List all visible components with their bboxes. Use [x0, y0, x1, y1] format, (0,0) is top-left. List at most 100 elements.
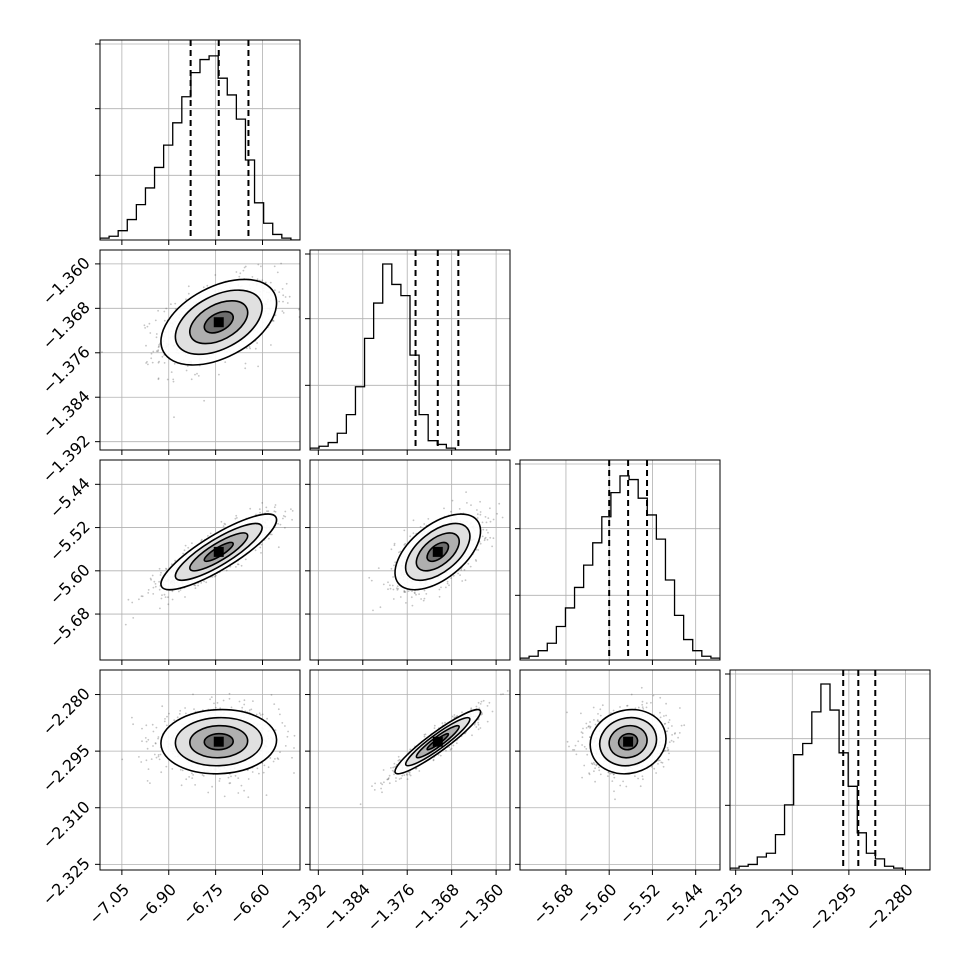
sample-point: [403, 591, 405, 593]
sample-point: [409, 774, 412, 777]
sample-point: [247, 778, 250, 780]
sample-point: [597, 720, 600, 723]
sample-point: [225, 569, 228, 572]
sample-point: [282, 312, 285, 314]
sample-point: [213, 702, 215, 705]
x-tick-label: −6.75: [179, 880, 227, 928]
density-peak: [432, 736, 443, 747]
sample-point: [284, 745, 287, 747]
panel-frame: [309, 459, 511, 661]
sample-point: [192, 693, 194, 696]
sample-point: [457, 572, 459, 575]
sample-point: [452, 574, 455, 577]
sample-point: [409, 535, 412, 538]
sample-point: [150, 758, 153, 760]
sample-point: [173, 362, 176, 365]
sample-point: [266, 510, 268, 512]
sample-point: [398, 778, 401, 780]
sample-point: [423, 733, 426, 736]
sample-point: [389, 584, 391, 587]
sample-point: [252, 700, 254, 702]
sample-point: [392, 598, 395, 600]
sample-point: [485, 529, 488, 531]
sample-point: [423, 735, 426, 738]
sample-point: [273, 703, 276, 705]
sample-point: [403, 591, 406, 593]
sample-point: [393, 542, 396, 545]
sample-point: [237, 792, 240, 794]
sample-point: [274, 729, 277, 731]
sample-point: [184, 596, 186, 598]
sample-point: [155, 333, 158, 335]
sample-point: [301, 506, 303, 508]
sample-point: [405, 773, 408, 775]
sample-point: [201, 774, 204, 776]
sample-point: [475, 705, 478, 708]
sample-point: [157, 361, 160, 364]
sample-point: [243, 703, 246, 706]
sample-point: [158, 360, 161, 363]
sample-point: [200, 582, 203, 584]
sample-point: [240, 564, 243, 567]
sample-point: [190, 378, 193, 381]
sample-point: [194, 584, 197, 587]
sample-point: [158, 758, 161, 761]
sample-point: [667, 727, 670, 730]
sample-point: [274, 510, 277, 513]
sample-point: [270, 344, 272, 346]
sample-point: [479, 511, 482, 513]
sample-point: [274, 758, 276, 760]
sample-point: [193, 708, 195, 710]
sample-point: [480, 713, 483, 716]
sample-point: [448, 746, 451, 748]
sample-point: [146, 325, 149, 328]
sample-point: [222, 525, 225, 527]
sample-point: [194, 587, 197, 589]
sample-point: [613, 776, 616, 779]
sample-point: [256, 278, 259, 280]
sample-point: [140, 595, 143, 598]
sample-point: [163, 593, 166, 596]
sample-point: [158, 343, 161, 346]
sample-point: [235, 514, 238, 517]
sample-point: [160, 597, 163, 600]
sample-point: [392, 766, 394, 769]
sample-point: [285, 282, 288, 285]
sample-point: [200, 540, 203, 542]
density-peak: [213, 546, 224, 557]
sample-point: [170, 303, 172, 306]
sample-point: [501, 516, 504, 519]
sample-point: [399, 596, 402, 598]
sample-point: [150, 357, 153, 360]
sample-point: [270, 533, 273, 536]
sample-point: [392, 588, 395, 591]
y-tick-label: −5.60: [46, 560, 94, 608]
sample-point: [465, 491, 467, 493]
sample-point: [411, 590, 413, 592]
sample-point: [451, 715, 454, 718]
y-tick-label: −1.384: [39, 387, 94, 442]
sample-point: [514, 479, 516, 481]
sample-point: [642, 708, 645, 710]
sample-point: [188, 776, 191, 778]
sample-point: [183, 549, 186, 552]
sample-point: [471, 734, 473, 737]
sample-point: [484, 516, 487, 518]
sample-point: [473, 723, 476, 726]
sample-point: [144, 737, 147, 739]
sample-point: [274, 289, 276, 292]
sample-point: [585, 727, 588, 729]
x-tick-label: −1.360: [452, 880, 507, 935]
sample-point: [371, 785, 373, 787]
panel-1-1: [305, 249, 511, 455]
sample-point: [427, 518, 430, 520]
sample-point: [588, 773, 591, 776]
sample-point: [172, 380, 175, 383]
sample-point: [234, 774, 237, 777]
sample-point: [408, 771, 411, 774]
sample-point: [166, 715, 168, 718]
sample-point: [482, 699, 485, 702]
sample-point: [202, 286, 205, 289]
sample-point: [159, 607, 161, 610]
sample-point: [397, 755, 400, 758]
